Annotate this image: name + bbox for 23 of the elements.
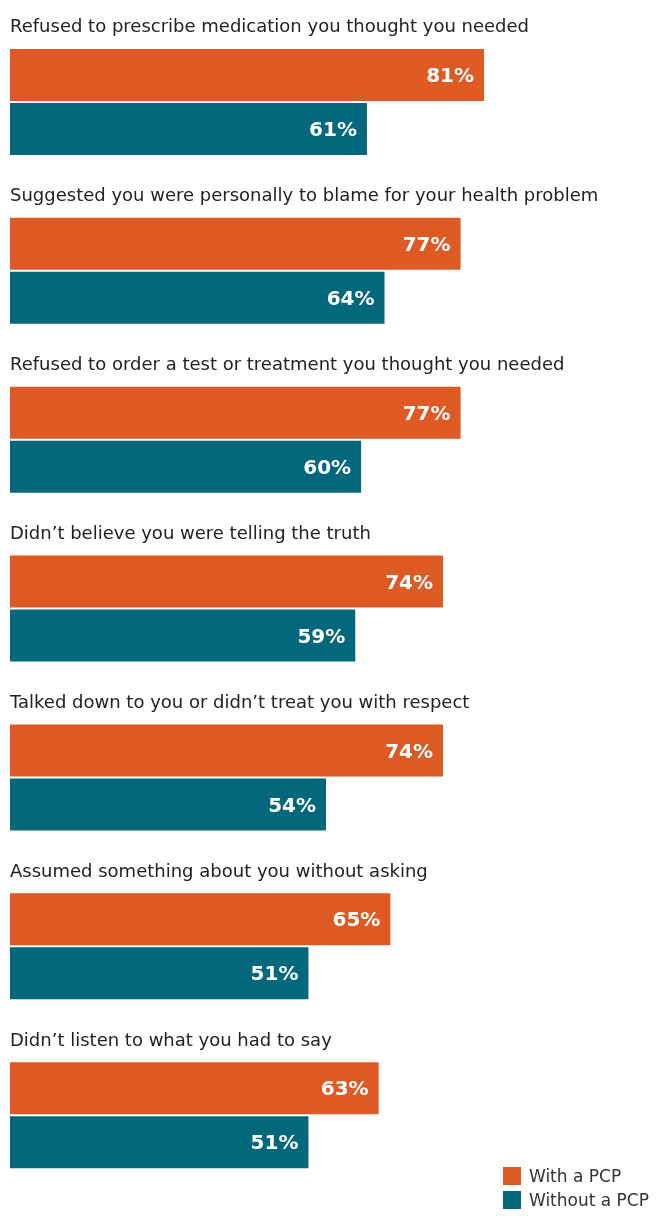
data-label: 59% bbox=[297, 623, 346, 648]
y-tick-label: Refused to order a test or treatment you thought you needed bbox=[10, 353, 565, 375]
data-label: 74% bbox=[385, 569, 434, 594]
data-label: 65% bbox=[332, 907, 381, 932]
data-label: 63% bbox=[320, 1076, 369, 1101]
legend-label: With a PCP bbox=[528, 1166, 622, 1186]
y-tick-label: Refused to prescribe medication you thought you needed bbox=[10, 15, 530, 37]
data-label: 74% bbox=[385, 738, 434, 763]
y-tick-label: Assumed something about you without asking bbox=[10, 859, 428, 881]
data-label: 51% bbox=[250, 961, 299, 986]
y-tick-label: Talked down to you or didn’t treat you with respect bbox=[9, 690, 470, 712]
y-tick-label: Didn’t believe you were telling the truth bbox=[10, 522, 371, 543]
data-label: 51% bbox=[250, 1130, 299, 1155]
data-label: 60% bbox=[303, 454, 352, 479]
data-label: 64% bbox=[326, 285, 375, 310]
data-label: 54% bbox=[268, 792, 316, 817]
data-label: 81% bbox=[426, 63, 474, 88]
legend-label: Without a PCP bbox=[528, 1190, 649, 1210]
y-tick-label: Didn’t listen to what you had to say bbox=[10, 1028, 333, 1050]
data-label: 61% bbox=[309, 117, 357, 142]
y-tick-label: Suggested you were personally to blame for your health problem bbox=[10, 184, 599, 206]
data-label: 77% bbox=[402, 231, 451, 256]
data-label: 77% bbox=[402, 400, 451, 425]
